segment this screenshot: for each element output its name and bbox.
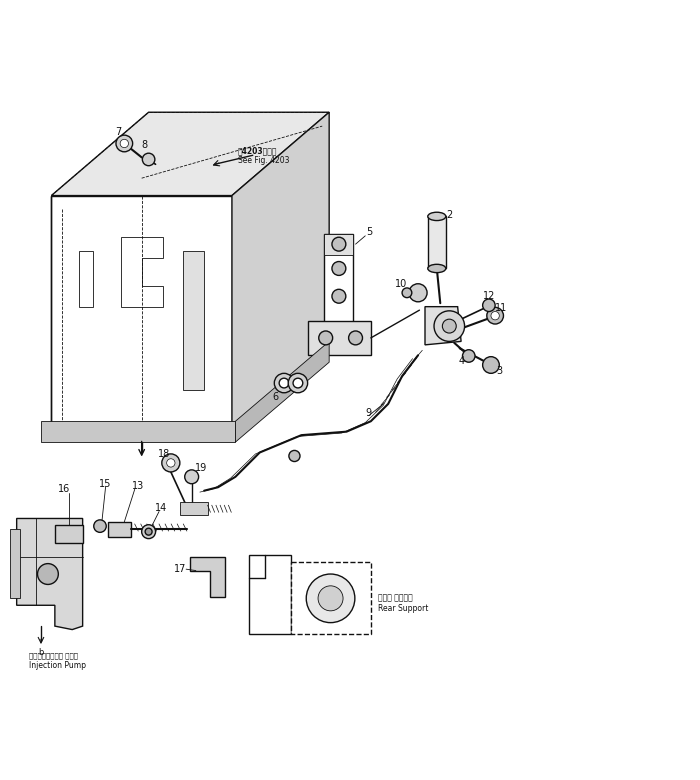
Circle shape: [116, 135, 132, 152]
Circle shape: [402, 288, 412, 298]
Polygon shape: [235, 342, 329, 442]
Ellipse shape: [428, 264, 446, 273]
Polygon shape: [180, 502, 208, 515]
Text: 第4203図参照: 第4203図参照: [237, 146, 277, 155]
Polygon shape: [232, 112, 329, 431]
Text: 16: 16: [58, 484, 70, 494]
Text: 14: 14: [155, 503, 167, 513]
Circle shape: [486, 307, 503, 324]
Polygon shape: [291, 562, 371, 634]
Polygon shape: [190, 557, 225, 597]
Text: 13: 13: [132, 480, 144, 491]
Circle shape: [332, 289, 346, 303]
Circle shape: [332, 237, 346, 251]
Polygon shape: [79, 251, 93, 307]
Circle shape: [145, 528, 152, 535]
Bar: [428, 216, 446, 268]
Text: 4: 4: [458, 356, 465, 366]
Circle shape: [289, 450, 300, 462]
Circle shape: [434, 311, 465, 342]
Circle shape: [167, 459, 175, 467]
Polygon shape: [323, 234, 354, 254]
Text: 19: 19: [195, 463, 206, 473]
Text: 5: 5: [366, 227, 372, 236]
Text: 7: 7: [116, 126, 122, 136]
Circle shape: [120, 140, 129, 147]
Circle shape: [141, 525, 155, 539]
Text: Rear Support: Rear Support: [378, 604, 428, 613]
Text: 8: 8: [141, 140, 148, 150]
Polygon shape: [323, 234, 354, 352]
Polygon shape: [308, 321, 371, 355]
Polygon shape: [17, 519, 83, 629]
Circle shape: [279, 378, 289, 388]
Polygon shape: [55, 526, 83, 543]
Circle shape: [162, 454, 180, 472]
Circle shape: [482, 299, 495, 311]
Text: 6: 6: [272, 392, 279, 402]
Circle shape: [409, 284, 427, 302]
Polygon shape: [249, 555, 291, 634]
Text: b: b: [38, 648, 43, 657]
Circle shape: [318, 586, 343, 611]
Text: 15: 15: [99, 479, 112, 489]
Circle shape: [307, 574, 355, 622]
Text: 1: 1: [438, 335, 443, 345]
Circle shape: [142, 153, 155, 165]
Circle shape: [349, 331, 363, 345]
Circle shape: [442, 319, 456, 333]
Text: 12: 12: [483, 291, 495, 301]
Polygon shape: [183, 251, 204, 390]
Polygon shape: [51, 196, 232, 431]
Circle shape: [491, 311, 499, 320]
Polygon shape: [121, 237, 162, 307]
Text: Injection Pump: Injection Pump: [29, 661, 86, 670]
Circle shape: [38, 564, 58, 584]
Text: 9: 9: [365, 408, 372, 418]
Text: 17: 17: [174, 564, 186, 574]
Polygon shape: [10, 529, 20, 598]
Circle shape: [318, 331, 332, 345]
Text: 10: 10: [395, 279, 407, 289]
Polygon shape: [51, 112, 329, 196]
Text: リヤー サポート: リヤー サポート: [378, 594, 412, 603]
Circle shape: [185, 470, 199, 484]
Text: 18: 18: [158, 448, 170, 459]
Text: インジェクション ポンプ: インジェクション ポンプ: [29, 653, 78, 659]
Circle shape: [288, 374, 307, 393]
Circle shape: [274, 374, 294, 393]
Text: 11: 11: [496, 303, 508, 313]
Circle shape: [293, 378, 303, 388]
Circle shape: [332, 261, 346, 275]
Text: 3: 3: [496, 366, 503, 375]
Circle shape: [482, 356, 499, 374]
Polygon shape: [425, 307, 461, 345]
Polygon shape: [41, 421, 235, 442]
Circle shape: [94, 519, 106, 533]
Text: 2: 2: [446, 210, 452, 220]
Text: See Fig. 4203: See Fig. 4203: [237, 156, 289, 165]
Circle shape: [463, 349, 475, 362]
Ellipse shape: [428, 212, 446, 221]
Polygon shape: [108, 522, 132, 537]
